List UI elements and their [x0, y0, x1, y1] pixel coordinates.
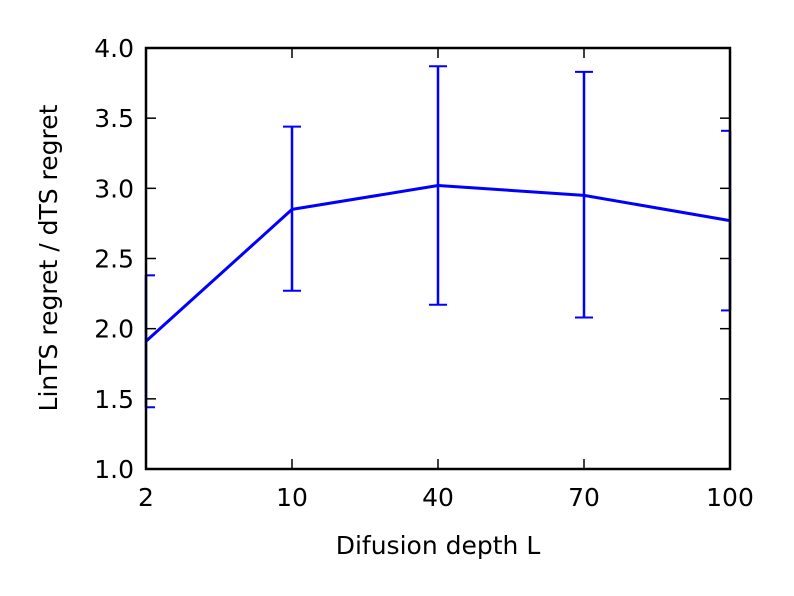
x-tick-label: 10	[276, 483, 308, 512]
y-tick-label: 2.0	[94, 315, 134, 344]
x-axis-label: Difusion depth L	[336, 531, 541, 560]
y-tick-label: 1.5	[94, 385, 134, 414]
y-tick-label: 3.0	[94, 174, 134, 203]
y-axis-label: LinTS regret / dTS regret	[34, 104, 63, 411]
x-tick-label: 2	[138, 483, 154, 512]
y-tick-label: 3.5	[94, 104, 134, 133]
y-tick-label: 1.0	[94, 455, 134, 484]
y-tick-label: 4.0	[94, 34, 134, 63]
series-line	[144, 184, 731, 343]
x-tick-label: 40	[422, 483, 454, 512]
y-tick-label: 2.5	[94, 245, 134, 274]
x-tick-label: 100	[706, 483, 754, 512]
plot-marks	[144, 65, 732, 409]
axis-ticks: 2 10 40 70 100 1.0 1.5 2.0 2.5 3.0 3.5 4.0	[94, 34, 754, 512]
x-tick-label: 70	[568, 483, 600, 512]
